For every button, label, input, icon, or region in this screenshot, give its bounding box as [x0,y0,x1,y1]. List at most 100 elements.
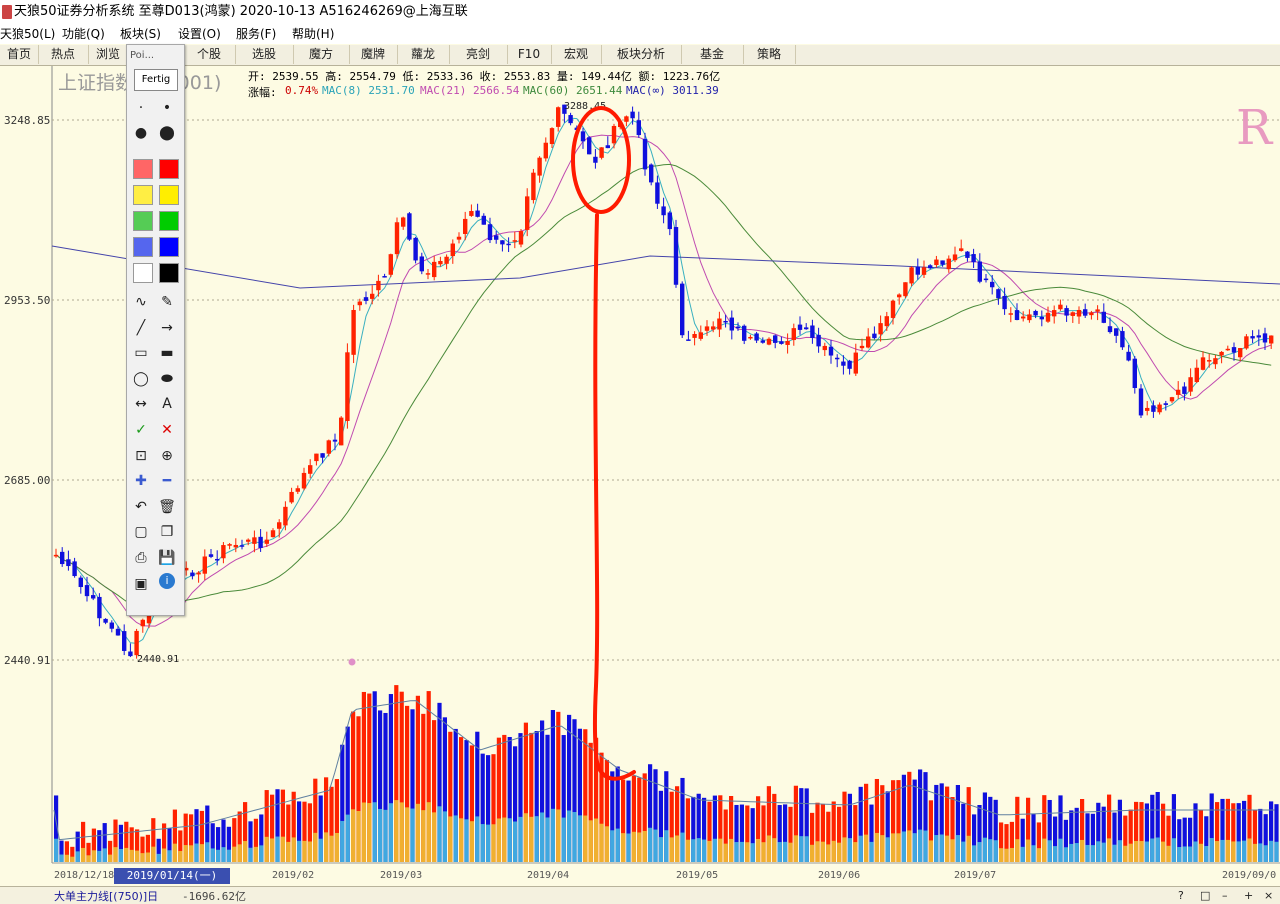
color-swatch[interactable] [159,159,179,179]
menu-item-service[interactable]: 服务(F) [236,27,277,41]
palette-tab[interactable]: Poi... [130,50,155,61]
candle-body [568,115,573,124]
tab-fund[interactable]: 基金 [681,45,744,64]
tab-screener[interactable]: 选股 [235,45,294,64]
ma8-label: MAC(8) 2531.70 [322,84,415,97]
dot-medium-icon[interactable]: • [162,100,172,116]
tab-sector-analysis[interactable]: 板块分析 [601,45,682,64]
color-swatch[interactable] [133,211,153,231]
tab-home[interactable]: 首页 [0,45,39,64]
volume-bar-lower [448,816,453,862]
help-icon[interactable]: ? [1178,889,1184,902]
volume-bar-lower [1155,837,1160,862]
chart-area[interactable]: 3248.85 2953.50 2685.00 2440.91 2018/12/18 20… [0,66,1280,886]
rect-icon[interactable]: ▭ [134,345,148,362]
candle-body [983,278,989,281]
volume-bar [1188,817,1193,862]
candle-body [60,551,65,565]
arrow-icon[interactable]: → [161,319,173,336]
filled-rect-icon[interactable]: ▬ [160,345,174,362]
cross-icon[interactable]: ✕ [161,422,173,438]
tab-strategy[interactable]: 策略 [743,45,796,64]
candle-body [1064,308,1069,316]
menu-item-settings[interactable]: 设置(O) [178,27,221,41]
volume-bar [1193,803,1198,862]
candle-body [239,545,245,547]
color-swatch[interactable] [133,159,153,179]
dot-large-icon[interactable]: ● [134,125,148,141]
volume-bar-lower [496,818,501,862]
tab-macro[interactable]: 宏观 [551,45,602,64]
filled-ellipse-icon[interactable]: ⬬ [161,370,173,387]
restore-icon[interactable]: □ [1200,889,1211,902]
freehand-icon[interactable]: ∿ [135,294,147,310]
volume-bar [383,712,388,862]
menu-item-function[interactable]: 功能(Q) [62,27,105,41]
volume-bar-lower [1085,844,1090,862]
tab-f10[interactable]: F10 [507,45,552,64]
color-swatch[interactable] [159,237,179,257]
volume-bar-lower [1020,846,1025,862]
volume-bar [356,716,361,862]
volume-bar-lower [756,838,761,862]
double-arrow-icon[interactable]: ↔ [135,396,147,413]
new-page-icon[interactable]: ▢ [134,524,148,541]
dot-xlarge-icon[interactable]: ⬤ [159,125,175,141]
screen-icon[interactable]: ▣ [134,575,148,592]
close-icon[interactable]: × [1264,889,1274,902]
tab-dragon[interactable]: 蘿龙 [397,45,450,64]
color-swatch[interactable] [133,237,153,257]
undo-icon[interactable]: ↶ [135,498,147,515]
done-button[interactable]: Fertig [134,69,178,91]
text-icon[interactable]: A [162,396,172,413]
plus-icon[interactable]: ✚ [135,473,147,490]
color-swatch[interactable] [159,263,179,283]
volume-bar [707,801,712,862]
volume-bar-lower [237,844,242,862]
menu-item-help[interactable]: 帮助(H) [292,27,335,41]
tab-stock[interactable]: 个股 [183,45,236,64]
check-icon[interactable]: ✓ [135,422,147,438]
pencil-icon[interactable]: ✎ [161,294,173,310]
volume-bar [729,796,734,862]
expand-icon[interactable]: + [1244,889,1254,902]
copy-icon[interactable]: ❐ [160,524,174,541]
candle-body [450,243,455,257]
minus-icon[interactable]: ━ [162,473,172,490]
candle-body [822,345,827,351]
print-icon[interactable]: ⎙ [135,550,147,566]
dot-small-icon[interactable]: · [138,100,144,116]
candle-body [587,137,592,155]
save-icon[interactable]: 💾 [158,550,176,566]
tab-magic-card[interactable]: 魔牌 [349,45,398,64]
zoom-icon[interactable]: ⊕ [161,447,173,464]
info-icon[interactable]: i [159,572,175,589]
volume-bar [556,711,561,862]
volume-bar [345,726,350,862]
trash-icon[interactable]: 🗑 [158,498,176,515]
tab-hot[interactable]: 热点 [38,45,89,64]
crop-icon[interactable]: ⊡ [135,447,147,464]
ellipse-icon[interactable]: ◯ [133,370,149,387]
high-price-marker: 3288.45 [564,101,606,112]
color-swatch[interactable] [133,263,153,283]
volume-bar-lower [729,838,734,862]
candle-body [1120,331,1125,348]
volume-bar [1031,814,1036,862]
volume-bar [291,791,296,862]
minimize-icon[interactable]: – [1222,889,1228,902]
tab-sword[interactable]: 亮剑 [449,45,508,64]
candle-body [301,472,307,489]
tab-cube[interactable]: 魔方 [293,45,350,64]
color-swatch[interactable] [159,185,179,205]
color-swatch[interactable] [133,185,153,205]
color-swatch[interactable] [159,211,179,231]
menu-item-sector[interactable]: 板块(S) [120,27,161,41]
menu-item-tianlang[interactable]: 天狼50(L) [0,27,56,41]
tab-browse[interactable]: 浏览 [88,45,129,64]
line-icon[interactable]: ╱ [136,319,146,336]
volume-bar-lower [847,838,852,862]
candle-body [221,545,226,559]
candlestick-series [53,104,1274,659]
